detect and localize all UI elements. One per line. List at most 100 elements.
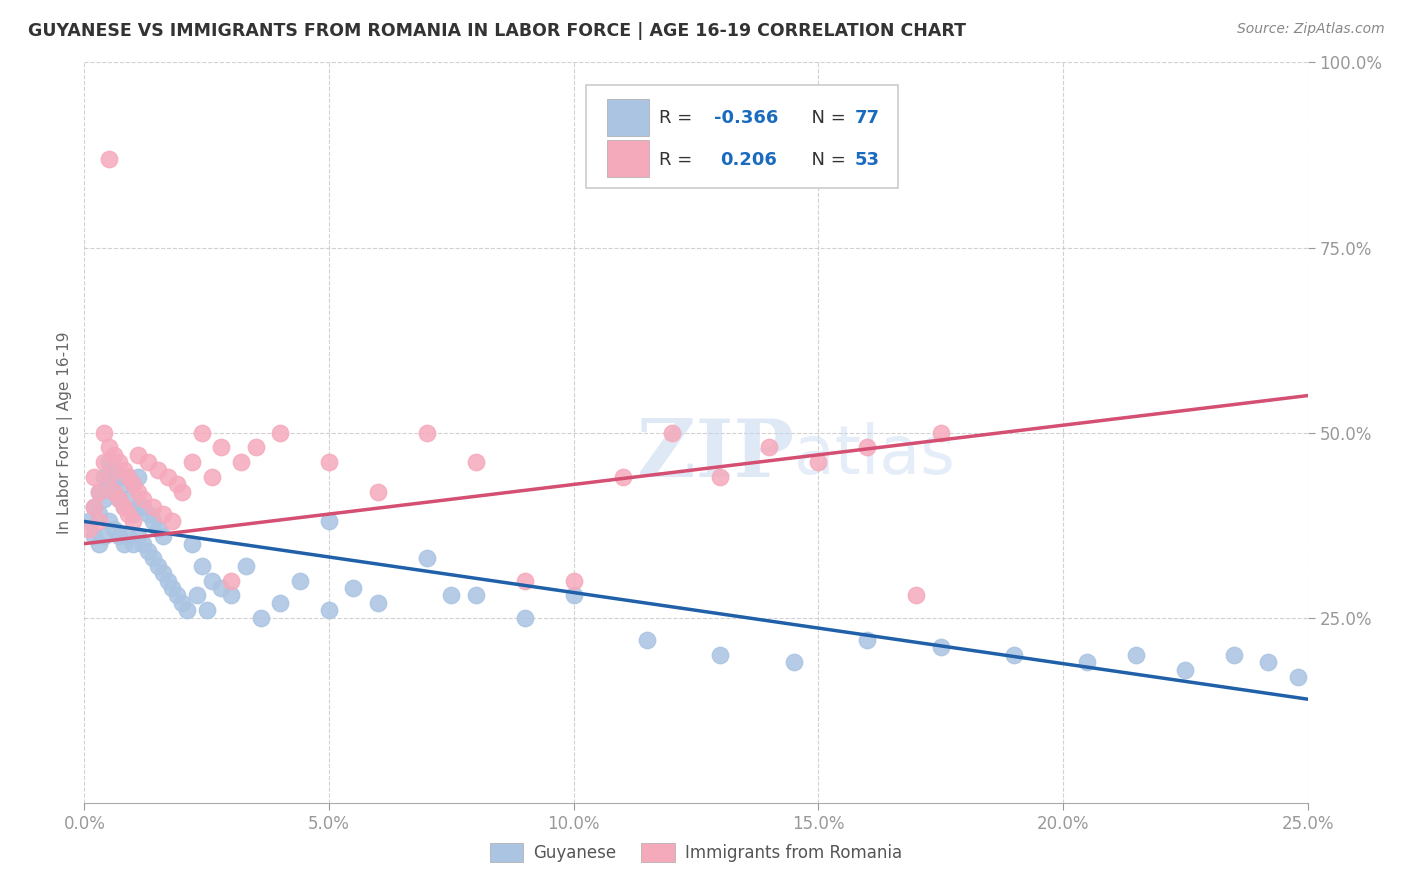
Point xyxy=(97,477,120,491)
Point xyxy=(156,574,179,588)
Point xyxy=(117,470,139,484)
Text: GUYANESE VS IMMIGRANTS FROM ROMANIA IN LABOR FORCE | AGE 16-19 CORRELATION CHART: GUYANESE VS IMMIGRANTS FROM ROMANIA IN L… xyxy=(28,22,966,40)
Point xyxy=(93,455,115,469)
Point xyxy=(191,425,214,440)
Point xyxy=(195,603,218,617)
Point xyxy=(107,492,129,507)
Text: 53: 53 xyxy=(855,151,880,169)
Point xyxy=(117,470,139,484)
Y-axis label: In Labor Force | Age 16-19: In Labor Force | Age 16-19 xyxy=(58,331,73,534)
Point xyxy=(87,484,110,499)
Point xyxy=(181,455,204,469)
Point xyxy=(93,470,115,484)
Point xyxy=(152,507,174,521)
Point xyxy=(87,536,110,550)
Point xyxy=(146,462,169,476)
Point xyxy=(112,500,135,514)
Point xyxy=(136,455,159,469)
Point xyxy=(107,492,129,507)
Text: N =: N = xyxy=(800,151,852,169)
Point xyxy=(132,536,155,550)
Point xyxy=(166,589,188,603)
Point xyxy=(929,640,952,655)
Point xyxy=(318,603,340,617)
Point xyxy=(93,492,115,507)
Point xyxy=(367,596,389,610)
Point xyxy=(77,515,100,529)
Point xyxy=(513,610,536,624)
Point xyxy=(181,536,204,550)
Point xyxy=(856,441,879,455)
FancyBboxPatch shape xyxy=(586,85,898,188)
Point xyxy=(117,529,139,543)
Point xyxy=(162,581,184,595)
Point xyxy=(107,470,129,484)
Point xyxy=(318,515,340,529)
Text: 77: 77 xyxy=(855,109,880,127)
Point xyxy=(97,152,120,166)
Point xyxy=(513,574,536,588)
Text: -0.366: -0.366 xyxy=(714,109,779,127)
Point xyxy=(122,477,145,491)
Point xyxy=(127,448,149,462)
Point xyxy=(146,558,169,573)
Point xyxy=(709,648,731,662)
Point xyxy=(117,507,139,521)
Point xyxy=(186,589,208,603)
Legend: Guyanese, Immigrants from Romania: Guyanese, Immigrants from Romania xyxy=(484,836,908,869)
Text: ZIP: ZIP xyxy=(637,416,794,494)
Point xyxy=(132,500,155,514)
Text: R =: R = xyxy=(659,151,704,169)
Point xyxy=(856,632,879,647)
Point xyxy=(152,529,174,543)
Point xyxy=(219,574,242,588)
Point xyxy=(709,470,731,484)
Point xyxy=(562,574,585,588)
Point xyxy=(83,500,105,514)
Point xyxy=(136,507,159,521)
Point xyxy=(127,484,149,499)
Point xyxy=(122,536,145,550)
Point xyxy=(166,477,188,491)
Point xyxy=(127,500,149,514)
Point xyxy=(172,596,194,610)
Point xyxy=(219,589,242,603)
Point xyxy=(929,425,952,440)
Point xyxy=(93,425,115,440)
Point xyxy=(176,603,198,617)
Point xyxy=(97,470,120,484)
Point xyxy=(162,515,184,529)
Point xyxy=(249,610,271,624)
Point xyxy=(97,515,120,529)
Point xyxy=(136,544,159,558)
Point xyxy=(1174,663,1197,677)
Point xyxy=(269,596,291,610)
Point xyxy=(562,589,585,603)
Point xyxy=(103,522,125,536)
Point xyxy=(172,484,194,499)
Point xyxy=(1257,655,1279,669)
Point xyxy=(83,500,105,514)
FancyBboxPatch shape xyxy=(606,99,650,136)
Point xyxy=(612,470,634,484)
Point xyxy=(440,589,463,603)
Point xyxy=(200,470,222,484)
Point xyxy=(142,500,165,514)
Point xyxy=(1076,655,1098,669)
Text: R =: R = xyxy=(659,109,699,127)
Point xyxy=(1286,670,1309,684)
Point xyxy=(416,551,439,566)
Point xyxy=(112,477,135,491)
Point xyxy=(122,515,145,529)
Point xyxy=(152,566,174,581)
Point xyxy=(288,574,311,588)
Point xyxy=(156,470,179,484)
Point xyxy=(416,425,439,440)
Point xyxy=(1002,648,1025,662)
Point xyxy=(127,529,149,543)
Point xyxy=(318,455,340,469)
Point xyxy=(112,500,135,514)
Point xyxy=(103,484,125,499)
Point xyxy=(132,492,155,507)
Point xyxy=(464,589,486,603)
